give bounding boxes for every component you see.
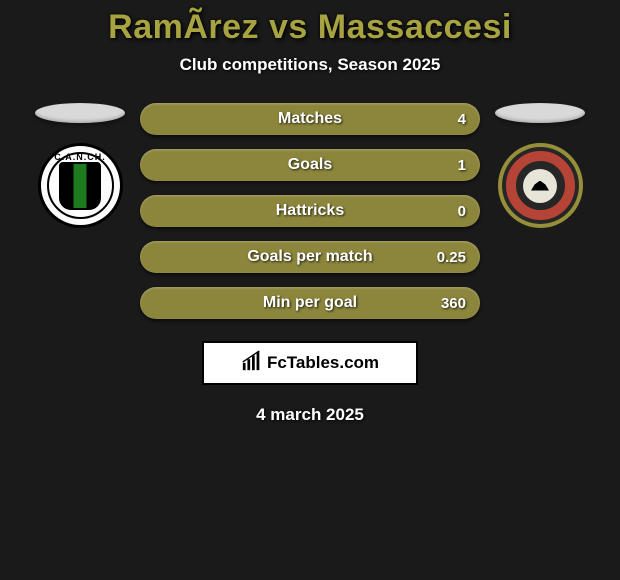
stat-row-hattricks: Hattricks 0 (140, 195, 480, 227)
stat-value: 1 (458, 157, 466, 174)
stat-value: 360 (441, 295, 466, 312)
right-team-logo (498, 143, 583, 228)
right-team-shadow (495, 103, 585, 123)
stat-row-goals: Goals 1 (140, 149, 480, 181)
stat-row-matches: Matches 4 (140, 103, 480, 135)
stat-label: Matches (140, 110, 480, 128)
stat-row-min-per-goal: Min per goal 360 (140, 287, 480, 319)
stat-label: Goals per match (140, 248, 480, 266)
stat-row-goals-per-match: Goals per match 0.25 (140, 241, 480, 273)
stat-value: 4 (458, 111, 466, 128)
subtitle: Club competitions, Season 2025 (0, 55, 620, 75)
date-label: 4 march 2025 (0, 405, 620, 425)
left-team-logo: C.A.N.CH. (38, 143, 123, 228)
stat-label: Goals (140, 156, 480, 174)
brand-label: FcTables.com (267, 353, 379, 373)
comparison-card: RamÃ­rez vs Massaccesi Club competitions… (0, 0, 620, 425)
main-row: C.A.N.CH. Matches 4 Goals 1 Hattricks 0 … (0, 103, 620, 319)
stats-list: Matches 4 Goals 1 Hattricks 0 Goals per … (140, 103, 480, 319)
left-team-arc-text: C.A.N.CH. (54, 152, 106, 162)
stat-label: Hattricks (140, 202, 480, 220)
right-team-center (523, 169, 557, 203)
left-team-column: C.A.N.CH. (30, 103, 130, 228)
stat-label: Min per goal (140, 294, 480, 312)
bar-chart-icon (241, 350, 263, 377)
stat-value: 0.25 (437, 249, 466, 266)
left-team-shadow (35, 103, 125, 123)
right-team-column (490, 103, 590, 228)
brand-link[interactable]: FcTables.com (202, 341, 418, 385)
page-title: RamÃ­rez vs Massaccesi (0, 8, 620, 47)
left-team-shield (59, 162, 101, 210)
stat-value: 0 (458, 203, 466, 220)
